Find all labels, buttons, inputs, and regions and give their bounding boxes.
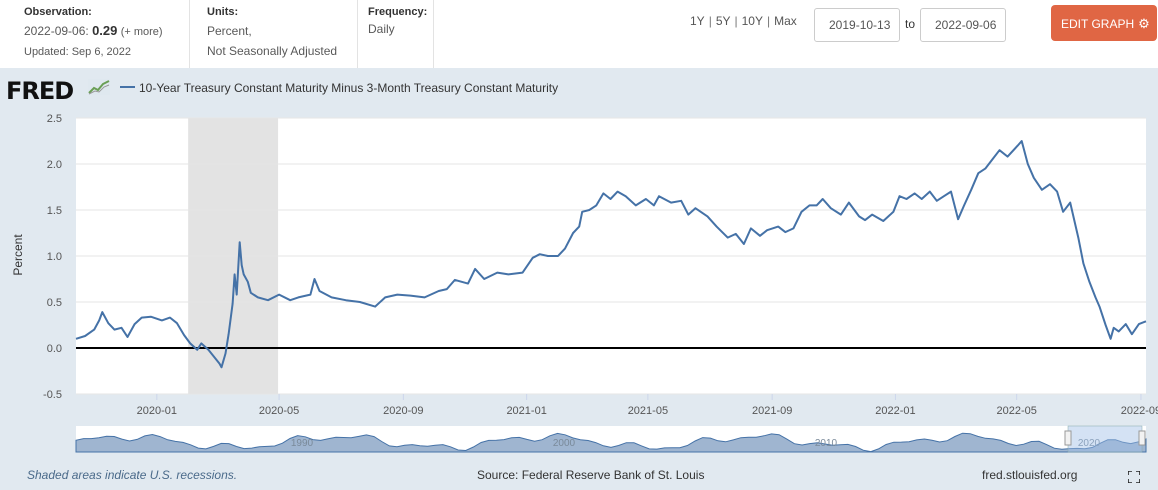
fullscreen-icon[interactable] [1128, 471, 1140, 483]
x-tick-label: 2022-05 [996, 405, 1036, 417]
range-selector: 1Y | 5Y | 10Y | Max [690, 14, 797, 28]
range-separator: | [766, 14, 771, 28]
navigator-handle-left[interactable] [1064, 430, 1072, 446]
frequency-block: Frequency: Daily [368, 4, 427, 37]
fred-logo-chart-icon [88, 79, 110, 95]
navigator-year-label: 2020 [1078, 438, 1101, 449]
chart[interactable]: -0.5 0.0 0.5 1.0 1.5 2.0 2.5 2020-01 2020-05 202… [0, 68, 1158, 458]
x-tick-label: 2021-09 [752, 405, 792, 417]
range-5y-link[interactable]: 5Y [715, 14, 731, 28]
edit-graph-label: EDIT GRAPH [1061, 17, 1135, 31]
x-tick-label: 2020-05 [259, 405, 299, 417]
units-value-line1: Percent, [207, 24, 252, 38]
navigator-selection [1067, 425, 1143, 453]
y-tick-label: -0.5 [43, 389, 62, 401]
observation-value: 0.29 [92, 23, 118, 38]
y-tick-label: 2.5 [47, 113, 62, 125]
divider [433, 0, 434, 68]
chart-legend: 10-Year Treasury Constant Maturity Minus… [120, 81, 558, 95]
start-date-input[interactable]: 2019-10-13 [814, 8, 900, 42]
updated-date: Updated: Sep 6, 2022 [24, 46, 132, 58]
navigator-area [75, 432, 1147, 453]
range-1y-link[interactable]: 1Y [690, 14, 705, 28]
x-tick-label: 2021-05 [628, 405, 668, 417]
x-tick-label: 2021-01 [506, 405, 546, 417]
source-credit: Source: Federal Reserve Bank of St. Loui… [477, 468, 705, 482]
units-value-line2: Not Seasonally Adjusted [207, 44, 338, 58]
navigator-year-label: 2000 [553, 438, 576, 449]
series-metadata-bar: Observation: 2022-09-06: 0.29 (+ more) U… [0, 0, 1158, 68]
fred-logo: FRED [6, 77, 74, 105]
range-max-link[interactable]: Max [774, 14, 797, 28]
y-tick-label: 1.0 [47, 251, 62, 263]
range-separator: | [734, 14, 738, 28]
y-tick-label: 1.5 [47, 205, 62, 217]
units-label: Units: [207, 6, 239, 18]
observation-block: Observation: 2022-09-06: 0.29 (+ more) U… [24, 4, 163, 60]
x-tick-label: 2022-01 [875, 405, 915, 417]
range-separator: | [708, 14, 712, 28]
divider [357, 0, 358, 68]
y-tick-label: 2.0 [47, 159, 62, 171]
site-link[interactable]: fred.stlouisfed.org [982, 468, 1078, 482]
to-label: to [905, 17, 916, 31]
x-tick-label: 2020-01 [137, 405, 177, 417]
y-axis-label: Percent [11, 234, 25, 276]
frequency-label: Frequency: [368, 6, 428, 18]
graph-panel: FRED 10-Year Treasury Constant Maturity … [0, 68, 1158, 490]
legend-swatch [120, 86, 135, 89]
navigator-year-label: 2010 [815, 438, 838, 449]
navigator-handle-right[interactable] [1138, 430, 1146, 446]
edit-graph-button[interactable]: EDIT GRAPH ⚙ [1051, 5, 1157, 41]
series-line [75, 140, 1147, 369]
y-tick-label: 0.0 [47, 343, 62, 355]
recession-note: Shaded areas indicate U.S. recessions. [27, 468, 238, 482]
units-block: Units: Percent, Not Seasonally Adjusted [207, 4, 337, 60]
x-tick-label: 2020-09 [383, 405, 423, 417]
observation-label: Observation: [24, 6, 92, 18]
legend-label: 10-Year Treasury Constant Maturity Minus… [139, 81, 559, 95]
observation-more-link[interactable]: (+ more) [120, 26, 163, 38]
divider [189, 0, 190, 68]
gear-icon: ⚙ [1138, 16, 1150, 31]
frequency-value: Daily [368, 22, 395, 36]
observation-date: 2022-09-06: [24, 24, 89, 38]
y-tick-label: 0.5 [47, 297, 62, 309]
end-date-input[interactable]: 2022-09-06 [920, 8, 1006, 42]
navigator-year-label: 1990 [291, 438, 314, 449]
x-tick-label: 2022-09 [1121, 405, 1158, 417]
range-10y-link[interactable]: 10Y [741, 14, 763, 28]
